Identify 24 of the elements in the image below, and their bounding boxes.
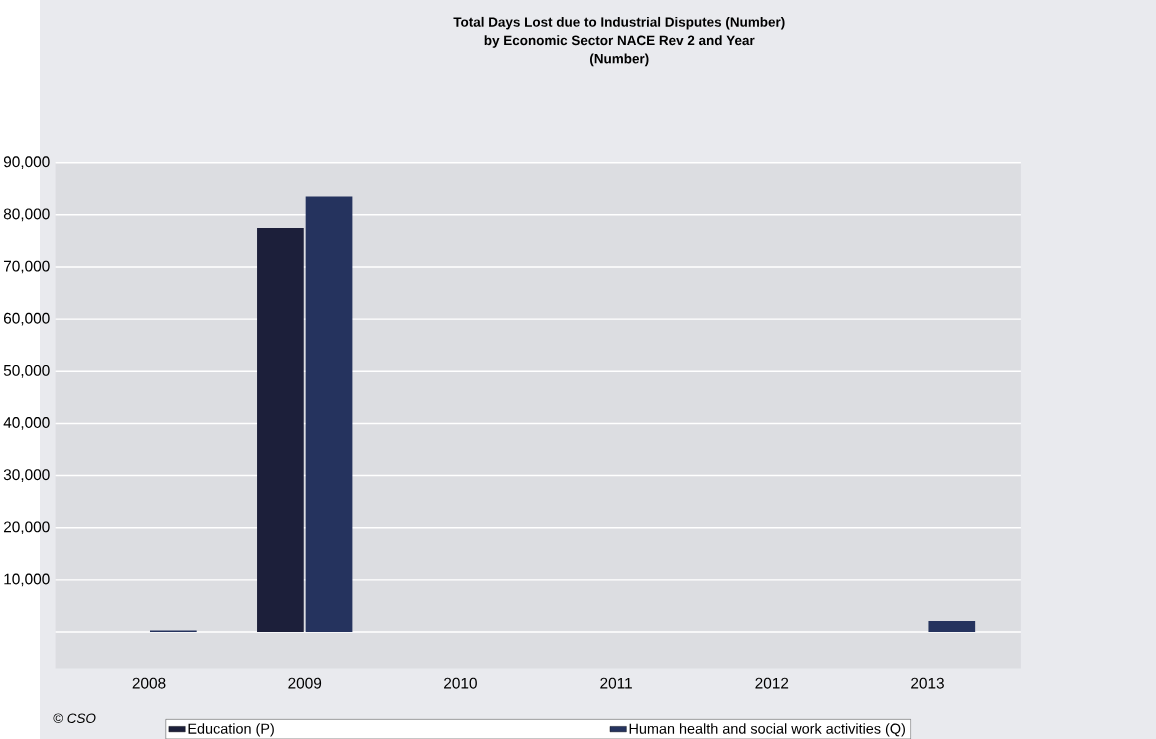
text: (Number) [590,53,649,66]
text: © CSO [53,713,96,723]
legend-label: Human health and social work activities (Q) [629,722,905,737]
x-tick-label: 2011 [600,677,632,689]
legend-label: Education (P) [188,722,274,737]
x-tick-label: 2010 [444,677,477,689]
y-tick-label: 10,000 [4,573,50,587]
y-tick-label: 80,000 [3,208,50,221]
y-tick-label: 60,000 [3,312,50,326]
bar [305,196,353,632]
y-tick-label: 70,000 [3,260,50,274]
x-tick-label: 2013 [911,677,944,689]
y-tick-label: 50,000 [3,364,50,378]
x-tick-label: 2008 [132,677,166,689]
y-tick-label: 90,000 [3,156,50,169]
x-tick-label: 2009 [288,677,322,689]
y-tick-label: 30,000 [3,469,50,482]
x-tick-label: 2012 [755,677,789,689]
chart-title: Total Days Lost due to Industrial Disputes (Number) [453,16,785,30]
y-tick-label: 20,000 [3,521,50,534]
chart-subtitle: by Economic Sector NACE Rev 2 and Year [484,35,755,48]
y-tick-label: 40,000 [3,416,50,430]
bar [928,620,976,632]
bar [257,227,304,632]
